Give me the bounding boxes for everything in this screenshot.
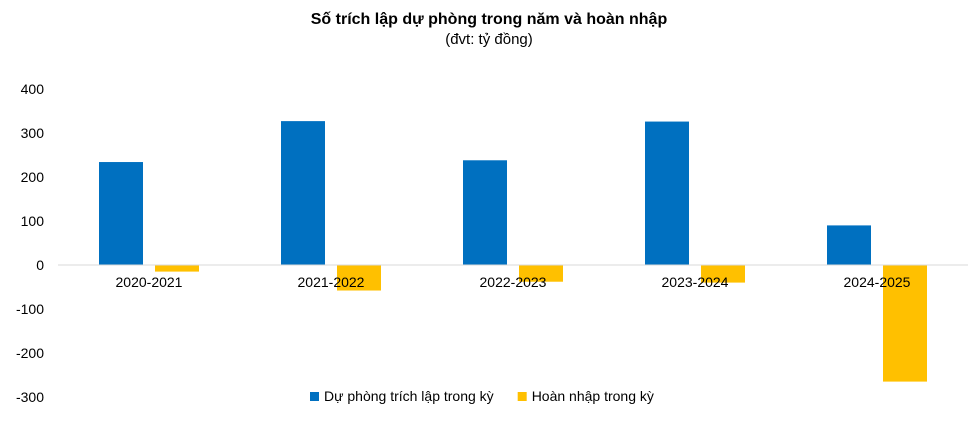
bar-du-phong-3 [645,121,689,265]
bar-hoan-nhap-4 [883,265,927,382]
bar-du-phong-0 [99,162,143,265]
bar-hoan-nhap-3 [701,265,745,283]
x-tick-label: 2024-2025 [844,274,911,290]
legend-swatch [517,392,527,401]
y-tick-label: 200 [21,169,45,185]
chart-title: Số trích lập dự phòng trong năm và hoàn … [310,11,668,28]
legend-swatch [310,392,319,401]
y-tick-label: -300 [16,389,44,405]
legend-label: Dự phòng trích lập trong kỳ [324,388,494,404]
x-tick-label: 2021-2022 [298,274,365,290]
bar-hoan-nhap-1 [337,265,381,291]
chart-subtitle: (đvt: tỷ đồng) [445,31,533,48]
y-tick-label: -200 [16,345,44,361]
bar-hoan-nhap-0 [155,265,199,272]
x-tick-label: 2022-2023 [480,274,547,290]
y-tick-label: 400 [21,81,45,97]
bar-du-phong-2 [463,160,507,265]
bar-du-phong-4 [827,225,871,265]
x-axis-labels: 2020-2021 2021-2022 2022-2023 2023-2024 2024… [116,274,911,290]
bar-hoan-nhap-2 [519,265,563,282]
x-tick-label: 2023-2024 [662,274,729,290]
legend: Dự phòng trích lập trong kỳ Hoàn nhập tro… [310,388,654,404]
x-tick-label: 2020-2021 [116,274,183,290]
bars [99,121,927,382]
y-tick-label: -100 [16,301,44,317]
bar-du-phong-1 [281,121,325,266]
y-tick-label: 300 [21,125,45,141]
legend-label: Hoàn nhập trong kỳ [532,388,654,404]
y-tick-label: 0 [36,257,44,273]
y-tick-label: 100 [21,213,45,229]
y-axis-ticks: 400 300 200 100 0 -100 -200 -300 [16,81,44,405]
chart-title-block: Số trích lập dự phòng trong năm và hoàn … [0,10,978,50]
